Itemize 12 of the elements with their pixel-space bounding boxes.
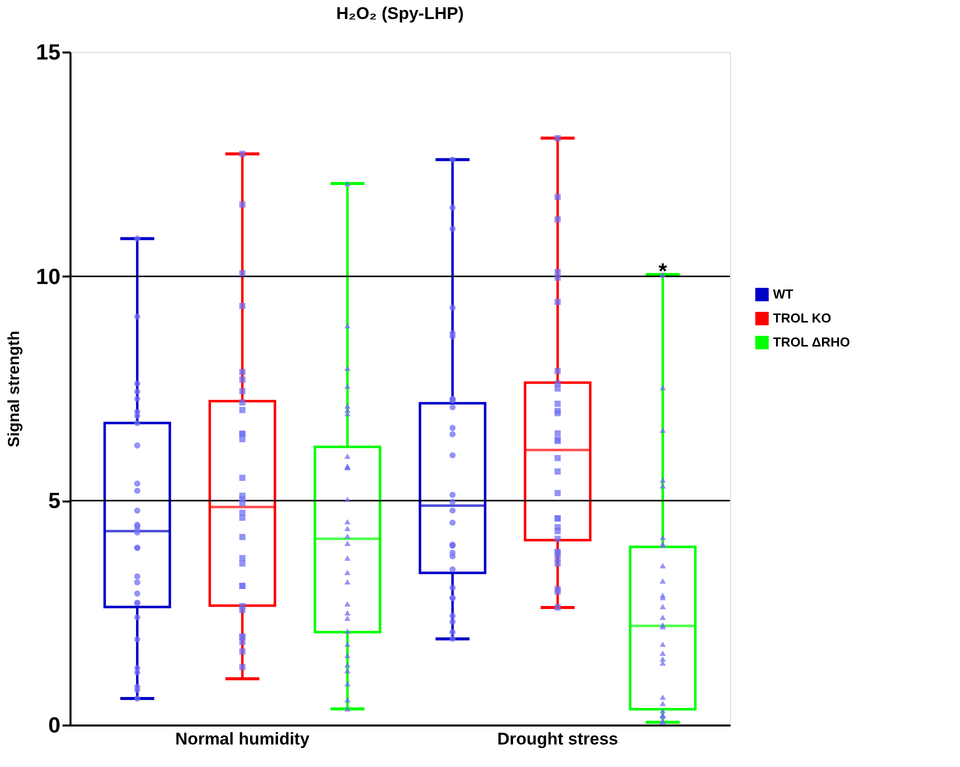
y-tick-label: 10 bbox=[36, 264, 60, 289]
legend-label: TROL KO bbox=[773, 310, 832, 326]
y-tick-label: 5 bbox=[48, 488, 60, 514]
legend-label: WT bbox=[773, 286, 794, 302]
annotation: * bbox=[658, 258, 668, 284]
y-tick-label: 0 bbox=[48, 712, 60, 738]
x-tick-label: Normal humidity bbox=[175, 730, 310, 748]
x-tick-label: Drought stress bbox=[497, 730, 618, 748]
legend-label: TROL ΔRHO bbox=[773, 334, 850, 350]
y-tick-label: 15 bbox=[36, 40, 60, 64]
chart-title: H₂O₂ (Spy-LHP) bbox=[336, 4, 464, 23]
y-axis-title: Signal strength bbox=[6, 330, 24, 448]
